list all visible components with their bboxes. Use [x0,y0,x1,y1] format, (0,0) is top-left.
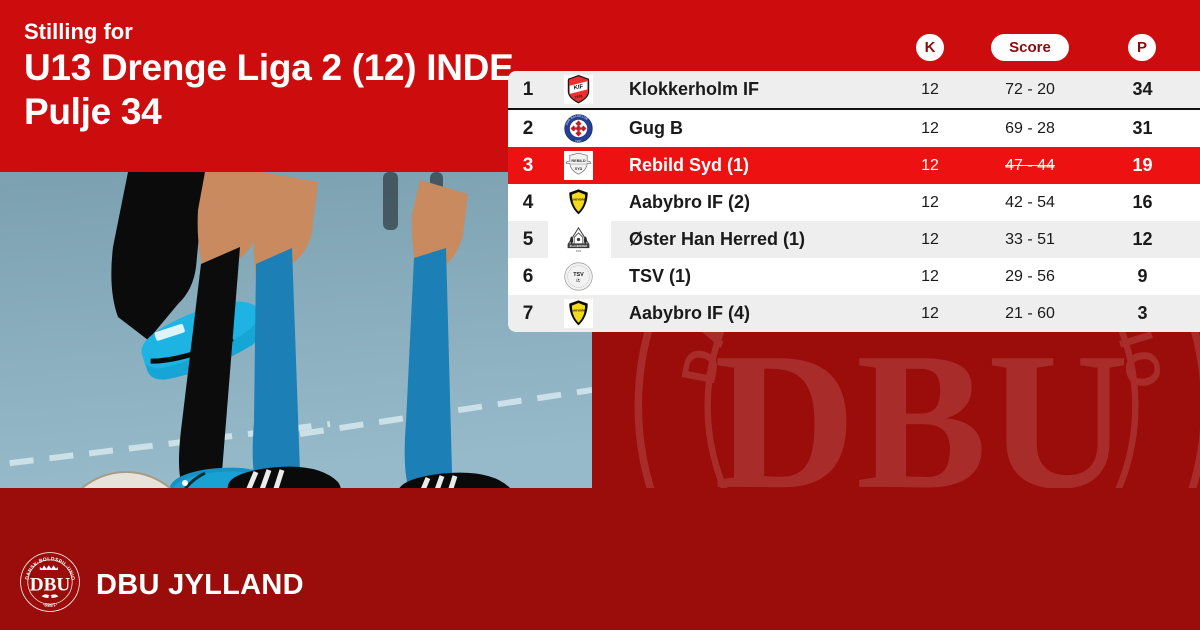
svg-text:Ø.H.HERRED: Ø.H.HERRED [570,244,588,248]
svg-text:AABYBRO: AABYBRO [571,309,587,313]
svg-text:DBU: DBU [30,574,71,595]
svg-text:1971: 1971 [576,251,582,253]
svg-text:⚽: ⚽ [575,278,581,283]
svg-text:REBILD: REBILD [571,159,585,163]
svg-text:SYD: SYD [575,167,583,171]
svg-text:AABYBRO: AABYBRO [571,198,587,202]
svg-text:TSV: TSV [573,272,584,278]
